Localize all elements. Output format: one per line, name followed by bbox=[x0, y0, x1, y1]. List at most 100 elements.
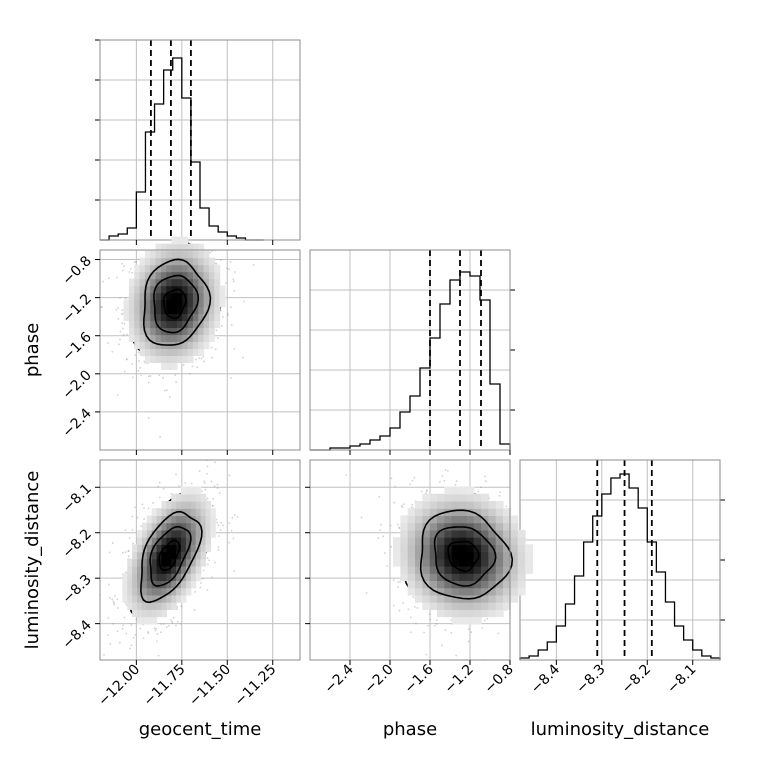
density-cell bbox=[400, 537, 409, 545]
sample-point bbox=[216, 483, 219, 486]
density-cell bbox=[214, 313, 221, 322]
density-cell bbox=[190, 529, 197, 538]
sample-point bbox=[137, 661, 139, 663]
density-cell bbox=[451, 544, 460, 553]
density-cell bbox=[429, 537, 438, 545]
density-cell bbox=[473, 573, 482, 582]
density-cell bbox=[171, 529, 177, 538]
x-axis-title-luminosity_distance: luminosity_distance bbox=[531, 719, 710, 740]
density-cell bbox=[187, 348, 194, 357]
sample-point bbox=[210, 248, 212, 250]
density-cell bbox=[160, 264, 167, 273]
density-cell bbox=[473, 537, 482, 545]
density-cell bbox=[171, 602, 177, 610]
density-cell bbox=[510, 573, 519, 582]
density-cell bbox=[134, 271, 141, 280]
density-cell bbox=[451, 515, 460, 524]
y-tick-label: −8.2 bbox=[59, 526, 94, 561]
density-cell bbox=[181, 558, 187, 567]
density-cell bbox=[429, 573, 438, 582]
density-cell bbox=[181, 529, 187, 538]
density-cell bbox=[192, 320, 199, 329]
sample-point bbox=[229, 261, 232, 263]
density-cell bbox=[181, 580, 187, 589]
density-cell bbox=[181, 587, 187, 596]
density-cell bbox=[160, 362, 167, 370]
density-cell bbox=[128, 320, 135, 329]
sample-point bbox=[545, 567, 547, 569]
density-cell bbox=[176, 558, 182, 567]
density-cell bbox=[444, 537, 453, 545]
density-cell bbox=[187, 264, 194, 273]
density-cell bbox=[422, 493, 431, 502]
sample-point bbox=[125, 358, 128, 361]
density-cell bbox=[187, 292, 194, 301]
density-cell bbox=[444, 602, 453, 610]
sample-point bbox=[544, 527, 546, 529]
density-cell bbox=[466, 500, 475, 509]
sample-point bbox=[400, 504, 403, 507]
density-cell bbox=[144, 348, 151, 357]
sample-point bbox=[425, 492, 427, 494]
density-cell bbox=[181, 537, 187, 545]
density-cell bbox=[181, 544, 187, 553]
sample-point bbox=[157, 485, 160, 488]
density-cell bbox=[203, 299, 210, 308]
density-cell bbox=[155, 348, 162, 357]
density-cell bbox=[495, 537, 504, 545]
density-cell bbox=[132, 602, 138, 610]
density-cell bbox=[171, 544, 177, 553]
density-cell bbox=[203, 278, 210, 287]
sample-point bbox=[389, 524, 392, 527]
density-cell bbox=[208, 271, 215, 280]
density-cell bbox=[200, 522, 207, 531]
sample-point bbox=[176, 605, 179, 608]
sample-point bbox=[111, 542, 114, 544]
density-cell bbox=[481, 602, 489, 610]
density-cell bbox=[517, 537, 526, 545]
density-cell bbox=[171, 565, 177, 574]
density-cell bbox=[415, 500, 423, 509]
density-cell bbox=[437, 609, 445, 618]
density-cell bbox=[422, 594, 431, 603]
sample-point bbox=[211, 250, 214, 253]
density-cell bbox=[429, 602, 438, 610]
density-cell bbox=[161, 551, 167, 560]
density-cell bbox=[481, 537, 489, 545]
density-cell bbox=[429, 544, 438, 553]
density-cell bbox=[137, 609, 143, 618]
sample-point bbox=[233, 570, 236, 572]
density-cell bbox=[185, 508, 192, 517]
density-cell bbox=[459, 580, 467, 589]
density-cell bbox=[503, 565, 511, 574]
density-cell bbox=[151, 587, 158, 596]
hist-panel-luminosity_distance: −8.4 −8.3 −8.2 −8.1 bbox=[519, 459, 725, 697]
density-cell bbox=[451, 587, 460, 596]
sample-point bbox=[209, 247, 211, 249]
density-cell bbox=[437, 580, 445, 589]
x-tick-label: −1.6 bbox=[401, 661, 436, 696]
density-cell bbox=[192, 348, 199, 357]
sample-point bbox=[467, 640, 470, 643]
sample-point bbox=[168, 235, 170, 237]
density-cell bbox=[444, 558, 453, 567]
density-cell bbox=[415, 565, 423, 574]
density-cell bbox=[503, 580, 511, 589]
density-cell bbox=[171, 355, 178, 363]
density-cell bbox=[210, 515, 216, 524]
density-cell bbox=[422, 565, 431, 574]
sample-point bbox=[397, 580, 399, 583]
x-tick-label: −11.75 bbox=[141, 662, 189, 710]
density-cell bbox=[132, 565, 138, 574]
density-cell bbox=[517, 565, 526, 574]
sample-point bbox=[390, 477, 393, 480]
sample-point bbox=[144, 236, 146, 238]
sample-point bbox=[533, 582, 535, 584]
density-cell bbox=[444, 573, 453, 582]
sample-point bbox=[209, 231, 211, 233]
density-cell bbox=[150, 285, 157, 294]
density-cell bbox=[503, 544, 511, 553]
sample-point bbox=[113, 603, 116, 606]
density-cell bbox=[160, 313, 167, 322]
density-cell bbox=[473, 594, 482, 603]
